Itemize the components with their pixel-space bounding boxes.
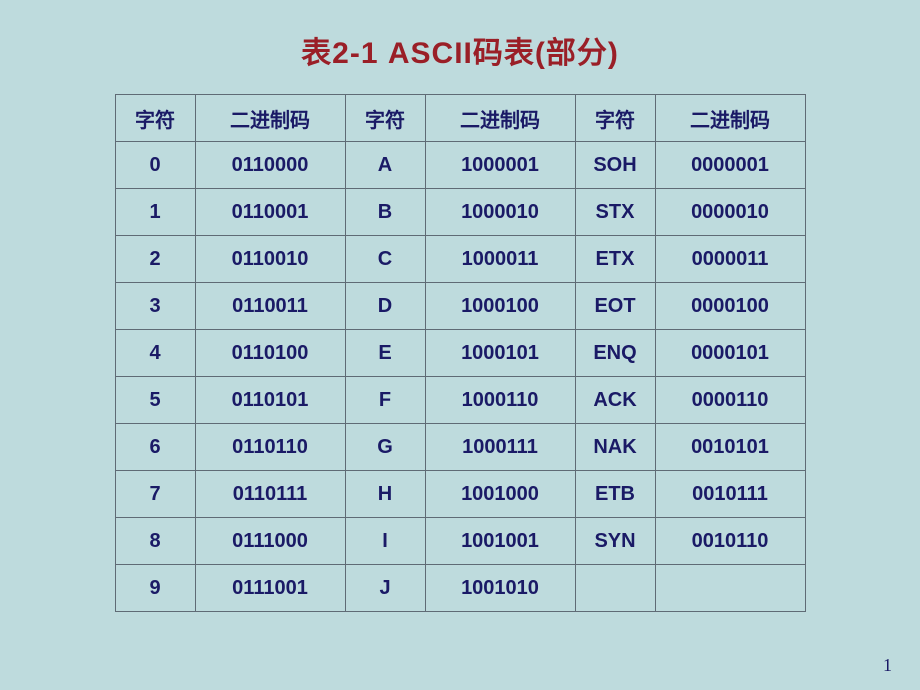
slide-title: 表2-1 ASCII码表(部分) — [0, 28, 920, 72]
table-cell: 4 — [115, 330, 195, 377]
table-cell: SOH — [575, 142, 655, 189]
table-row: 30110011D1000100EOT0000100 — [115, 283, 805, 330]
table-cell: 0000010 — [655, 189, 805, 236]
table-cell: 0010110 — [655, 518, 805, 565]
table-row: 60110110G1000111NAK0010101 — [115, 424, 805, 471]
table-row: 10110001B1000010STX0000010 — [115, 189, 805, 236]
table-header-row: 字符 二进制码 字符 二进制码 字符 二进制码 — [115, 95, 805, 142]
page-number: 1 — [883, 655, 892, 676]
table-cell: 0111000 — [195, 518, 345, 565]
table-cell: 0110011 — [195, 283, 345, 330]
table-cell: 0000011 — [655, 236, 805, 283]
table-cell: 0000101 — [655, 330, 805, 377]
table-cell: 8 — [115, 518, 195, 565]
table-cell: 9 — [115, 565, 195, 612]
table-row: 70110111H1001000ETB0010111 — [115, 471, 805, 518]
table-cell: B — [345, 189, 425, 236]
table-row: 40110100E1000101ENQ0000101 — [115, 330, 805, 377]
table-cell: 0110101 — [195, 377, 345, 424]
table-row: 80111000I1001001SYN0010110 — [115, 518, 805, 565]
table-cell: 1001001 — [425, 518, 575, 565]
table-cell: 0000001 — [655, 142, 805, 189]
table-cell: ACK — [575, 377, 655, 424]
table-cell: E — [345, 330, 425, 377]
table-cell: A — [345, 142, 425, 189]
table-cell: I — [345, 518, 425, 565]
table-cell: D — [345, 283, 425, 330]
table-header-cell: 字符 — [575, 95, 655, 142]
table-cell: 0 — [115, 142, 195, 189]
table-cell: 0110100 — [195, 330, 345, 377]
table-cell: 0010101 — [655, 424, 805, 471]
table-cell: EOT — [575, 283, 655, 330]
table-cell: F — [345, 377, 425, 424]
table-cell: 0110111 — [195, 471, 345, 518]
table-cell: STX — [575, 189, 655, 236]
table-header-cell: 二进制码 — [195, 95, 345, 142]
table-cell: J — [345, 565, 425, 612]
table-cell: 0000100 — [655, 283, 805, 330]
table-row: 00110000A1000001SOH0000001 — [115, 142, 805, 189]
table-cell: 1 — [115, 189, 195, 236]
table-cell: 7 — [115, 471, 195, 518]
slide: 表2-1 ASCII码表(部分) 字符 二进制码 字符 二进制码 字符 二进制码… — [0, 0, 920, 690]
table-cell: 1000110 — [425, 377, 575, 424]
table-row: 50110101F1000110ACK0000110 — [115, 377, 805, 424]
table-cell: NAK — [575, 424, 655, 471]
table-cell: G — [345, 424, 425, 471]
table-cell: 0110010 — [195, 236, 345, 283]
table-cell: 5 — [115, 377, 195, 424]
table-cell: ETX — [575, 236, 655, 283]
table-cell: 1000101 — [425, 330, 575, 377]
table-header-cell: 二进制码 — [655, 95, 805, 142]
table-cell: 1001000 — [425, 471, 575, 518]
table-cell: 0110110 — [195, 424, 345, 471]
table-cell: 1000001 — [425, 142, 575, 189]
table-cell: 6 — [115, 424, 195, 471]
table-header-cell: 字符 — [345, 95, 425, 142]
table-cell: 1000010 — [425, 189, 575, 236]
table-row: 20110010C1000011ETX0000011 — [115, 236, 805, 283]
table-header-cell: 字符 — [115, 95, 195, 142]
table-cell: 0110001 — [195, 189, 345, 236]
table-cell: 3 — [115, 283, 195, 330]
table-cell: ETB — [575, 471, 655, 518]
table-cell: 0110000 — [195, 142, 345, 189]
table-cell: H — [345, 471, 425, 518]
table-cell — [575, 565, 655, 612]
ascii-table: 字符 二进制码 字符 二进制码 字符 二进制码 00110000A1000001… — [115, 94, 806, 612]
table-cell: 1000100 — [425, 283, 575, 330]
table-cell — [655, 565, 805, 612]
table-header-cell: 二进制码 — [425, 95, 575, 142]
table-cell: 1001010 — [425, 565, 575, 612]
table-cell: 0010111 — [655, 471, 805, 518]
table-cell: C — [345, 236, 425, 283]
table-cell: 0000110 — [655, 377, 805, 424]
table-cell: ENQ — [575, 330, 655, 377]
table-cell: 1000111 — [425, 424, 575, 471]
table-row: 90111001J1001010 — [115, 565, 805, 612]
table-cell: 0111001 — [195, 565, 345, 612]
table-cell: SYN — [575, 518, 655, 565]
table-cell: 1000011 — [425, 236, 575, 283]
ascii-table-body: 00110000A1000001SOH000000110110001B10000… — [115, 142, 805, 612]
table-cell: 2 — [115, 236, 195, 283]
